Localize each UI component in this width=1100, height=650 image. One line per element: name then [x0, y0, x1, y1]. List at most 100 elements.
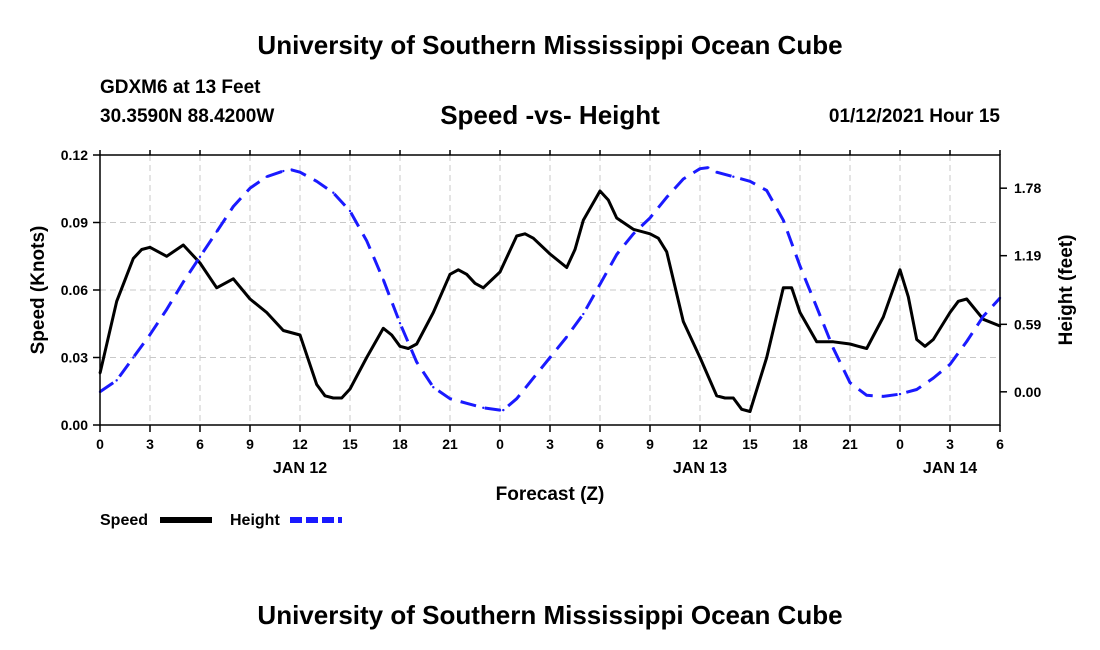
- height-point: [565, 335, 568, 339]
- x-tick-label: 15: [342, 436, 358, 452]
- x-tick-label: 0: [896, 436, 904, 452]
- x-tick-label: 0: [96, 436, 104, 452]
- speed-point: [765, 356, 768, 359]
- height-point: [815, 305, 818, 309]
- height-point: [115, 379, 118, 382]
- y2-axis-label: Height (feet): [1056, 235, 1077, 346]
- height-point: [648, 216, 652, 220]
- speed-point: [332, 396, 335, 400]
- height-point: [182, 280, 185, 284]
- speed-point: [657, 237, 660, 240]
- speed-point: [615, 216, 618, 220]
- height-point: [448, 397, 452, 400]
- speed-point: [723, 396, 727, 400]
- y2-tick-label: 0.59: [1014, 316, 1041, 332]
- height-point: [898, 392, 902, 396]
- x-tick-label: 18: [792, 436, 808, 452]
- speed-point: [865, 347, 868, 350]
- height-point: [707, 166, 710, 169]
- speed-point: [315, 383, 318, 386]
- speed-point: [732, 396, 735, 400]
- speed-point: [165, 255, 168, 258]
- speed-point: [715, 394, 718, 397]
- x-tick-label: 6: [596, 436, 604, 452]
- y2-tick-label: 1.78: [1014, 180, 1041, 196]
- speed-point: [532, 237, 535, 240]
- x-tick-label: 21: [842, 436, 858, 452]
- height-point: [982, 315, 985, 318]
- speed-point: [782, 286, 785, 289]
- height-point: [382, 278, 385, 281]
- y2-tick-label: 0.00: [1014, 384, 1041, 400]
- speed-point: [665, 250, 668, 253]
- height-point: [798, 264, 802, 268]
- speed-point: [523, 232, 527, 235]
- height-point: [132, 356, 135, 359]
- height-point: [398, 321, 402, 325]
- height-point: [615, 253, 618, 256]
- height-point: [965, 340, 968, 343]
- speed-point: [482, 286, 485, 289]
- legend-label: Height: [230, 512, 280, 529]
- day-label: JAN 12: [273, 460, 327, 477]
- speed-point: [340, 396, 343, 400]
- height-point: [265, 175, 268, 178]
- speed-point: [115, 300, 118, 303]
- speed-point: [407, 347, 410, 350]
- height-point: [932, 376, 935, 380]
- speed-point: [832, 340, 835, 343]
- speed-point: [382, 327, 385, 330]
- x-tick-label: 0: [496, 436, 504, 452]
- speed-point: [957, 300, 960, 303]
- speed-point: [648, 232, 652, 235]
- chart-title: Speed -vs- Height: [440, 100, 660, 130]
- height-point: [832, 347, 835, 350]
- coordinates-label: 30.3590N 88.4200W: [100, 106, 275, 127]
- height-point: [765, 189, 768, 192]
- speed-point: [198, 261, 202, 265]
- x-tick-label: 6: [996, 436, 1004, 452]
- speed-point: [682, 320, 685, 323]
- speed-point: [907, 295, 910, 298]
- height-point: [682, 177, 685, 181]
- y-axis-label: Speed (Knots): [28, 226, 49, 355]
- height-point: [502, 408, 505, 412]
- footer-title: University of Southern Mississippi Ocean…: [257, 600, 843, 630]
- y-tick-label: 0.03: [61, 350, 88, 366]
- speed-point: [473, 282, 477, 285]
- y-tick-label: 0.12: [61, 147, 88, 163]
- height-point: [315, 180, 318, 183]
- speed-point: [582, 219, 585, 222]
- x-tick-label: 3: [146, 436, 154, 452]
- speed-point: [365, 356, 368, 359]
- x-tick-label: 3: [546, 436, 554, 452]
- page-title: University of Southern Mississippi Ocean…: [257, 30, 843, 60]
- speed-point: [607, 198, 610, 202]
- height-point: [948, 363, 952, 366]
- height-point: [165, 308, 168, 311]
- speed-point: [632, 228, 635, 231]
- speed-point: [898, 268, 902, 271]
- x-tick-label: 9: [246, 436, 254, 452]
- speed-point: [515, 234, 518, 238]
- speed-point: [932, 338, 935, 341]
- x-tick-label: 15: [742, 436, 758, 452]
- height-point: [915, 388, 918, 391]
- height-point: [582, 312, 585, 316]
- speed-point: [498, 270, 502, 274]
- speed-point: [815, 340, 818, 343]
- height-point: [248, 186, 252, 190]
- station-label: GDXM6 at 13 Feet: [100, 77, 261, 98]
- speed-point: [965, 297, 968, 301]
- speed-point: [748, 410, 752, 413]
- speed-point: [232, 277, 235, 280]
- speed-point: [798, 311, 802, 314]
- series: [98, 166, 1002, 413]
- height-point: [215, 230, 218, 233]
- day-label: JAN 13: [673, 460, 727, 477]
- speed-point: [282, 329, 285, 332]
- speed-point: [132, 257, 135, 260]
- height-point: [348, 209, 352, 213]
- speed-point: [148, 246, 152, 249]
- y-tick-label: 0.09: [61, 215, 88, 231]
